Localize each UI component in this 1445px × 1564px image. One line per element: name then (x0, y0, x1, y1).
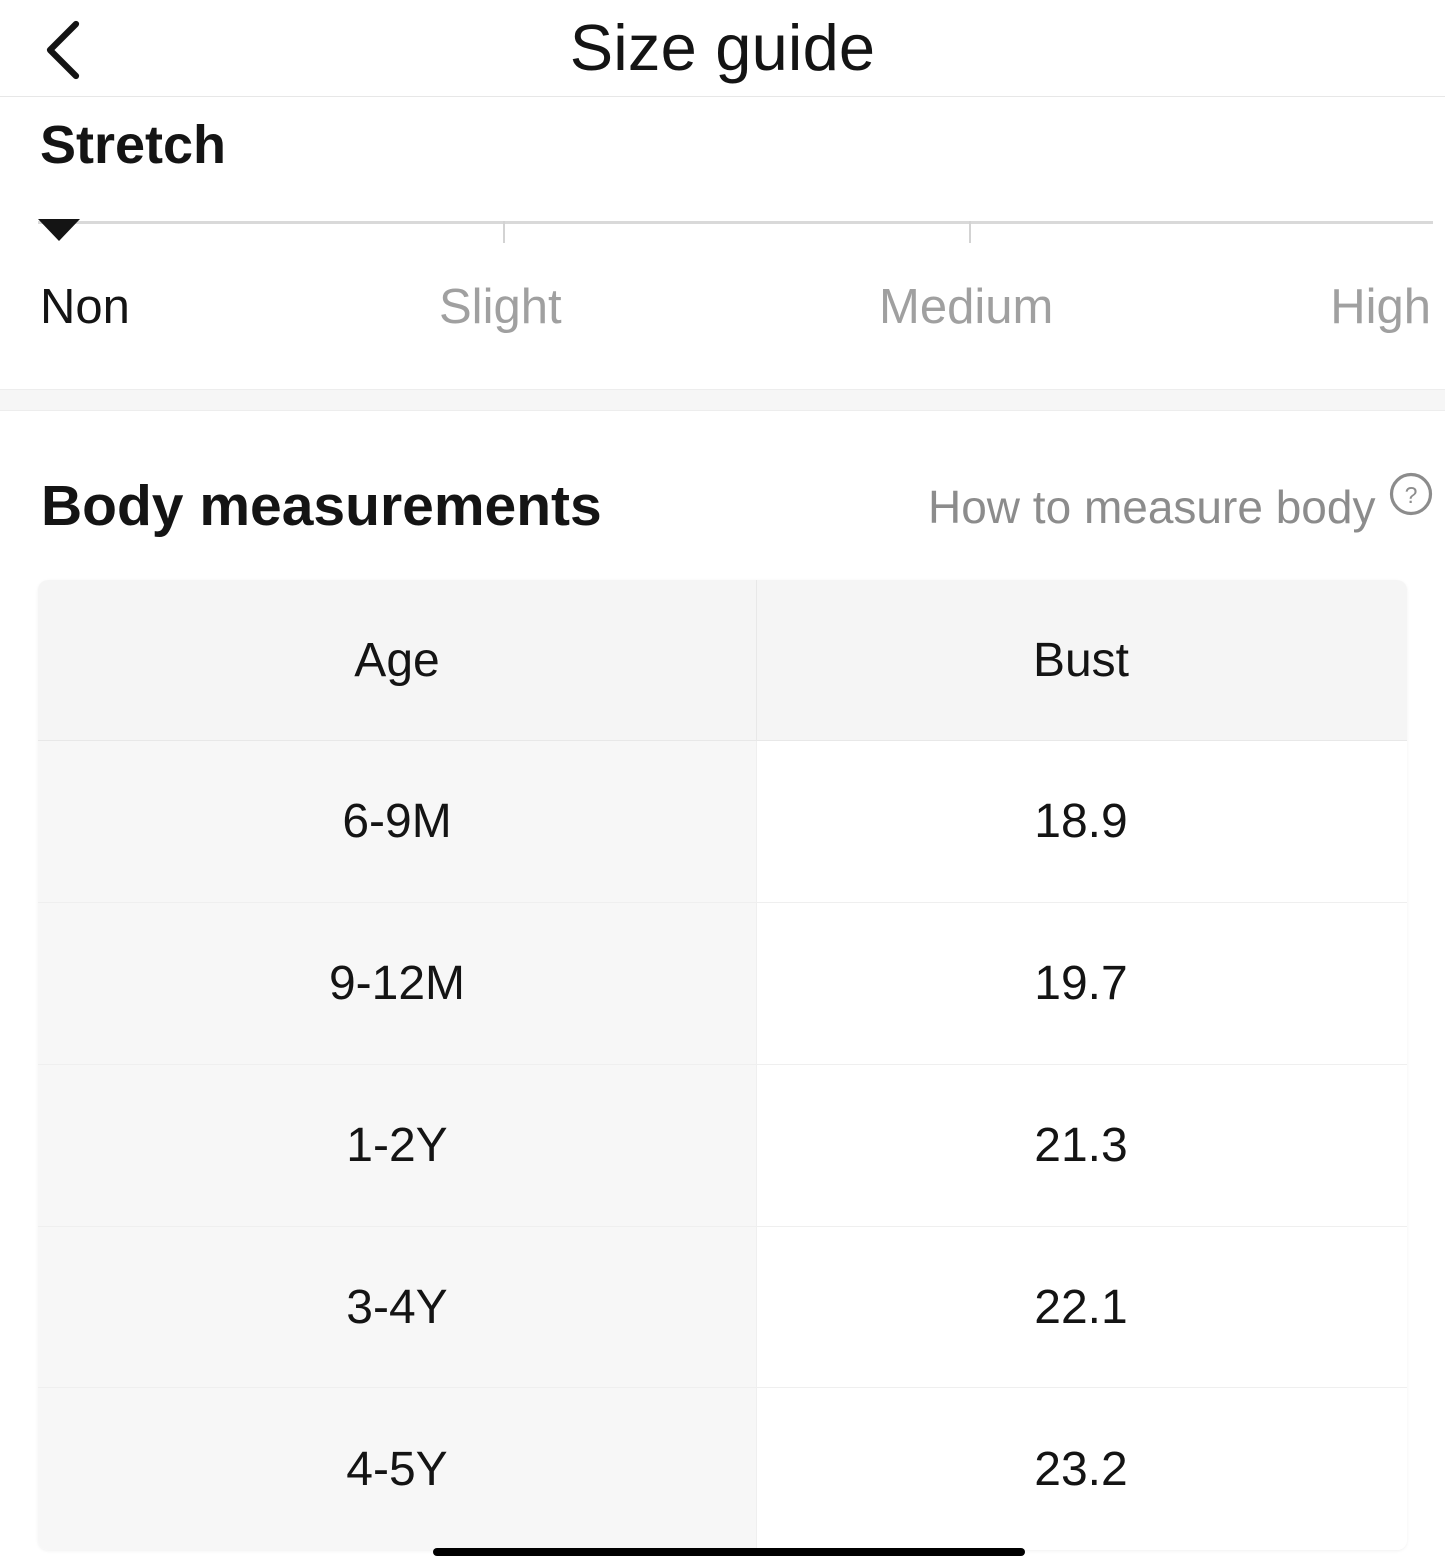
svg-text:?: ? (1405, 482, 1418, 508)
